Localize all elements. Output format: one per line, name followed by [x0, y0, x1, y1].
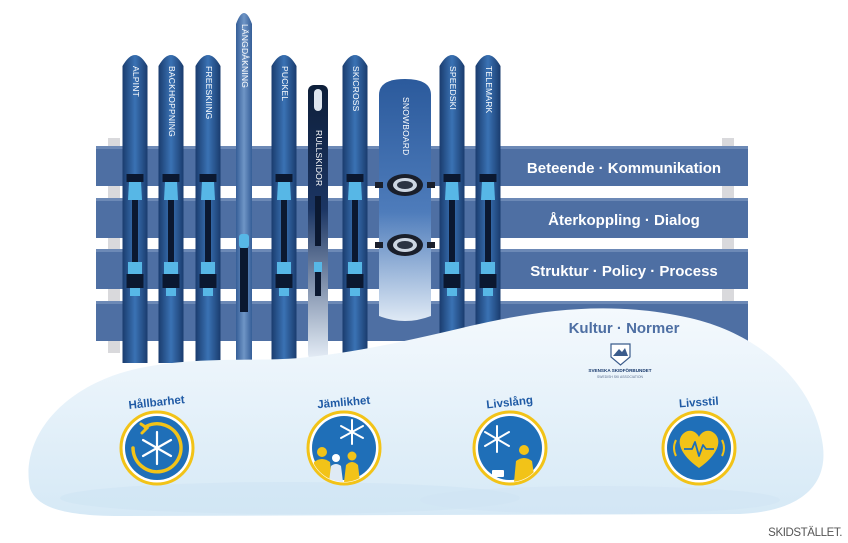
ski-speedski: SPEEDSKI — [439, 55, 465, 365]
ski-label: LÄNGDÅKNING — [240, 24, 250, 88]
brand-wordmark: SKIDSTÄLLET. — [768, 527, 842, 539]
snowboard-binding — [375, 234, 435, 256]
rail-label-beteende: Beteende · Kommunikation — [527, 160, 721, 177]
ski-label: PUCKEL — [280, 66, 290, 101]
ski-puckel: PUCKEL — [271, 55, 297, 368]
snowflake-cycle-icon — [131, 422, 183, 474]
ski-label: SKICROSS — [351, 66, 361, 112]
ski-label: ALPINT — [131, 66, 141, 97]
ski-backhoppning: BACKHOPPNING — [158, 55, 184, 363]
ski-langdakning: LÄNGDÅKNING — [236, 13, 252, 368]
value-livsstil: Livsstil — [661, 396, 737, 486]
value-label-livsstil: Livsstil — [679, 396, 719, 411]
ski-alpint: ALPINT — [122, 55, 148, 363]
ski-label: TELEMARK — [484, 66, 494, 114]
ski-freeskiing: FREESKIING — [195, 55, 221, 363]
rail-label-kultur: Kultur · Normer — [569, 320, 680, 337]
heart-pulse-icon — [673, 430, 725, 468]
fence-post-left — [108, 138, 120, 353]
ski-label: RULLSKIDOR — [314, 130, 324, 186]
ski-rullskidor: RULLSKIDOR — [308, 85, 328, 360]
snowboard-binding — [375, 174, 435, 196]
logo-subtitle: SWEDISH SKI ASSOCIATION — [597, 375, 643, 379]
value-label-livslang: Livslång — [486, 395, 534, 412]
ski-snowboard: SNOWBOARD — [375, 79, 435, 321]
ski-label: SPEEDSKI — [448, 66, 458, 110]
value-livslang: Livslång — [472, 395, 548, 486]
value-hallbarhet: Hållbarhet — [119, 394, 195, 486]
value-label-jamlikhet: Jämlikhet — [317, 395, 371, 412]
fence-post-right — [722, 138, 734, 353]
svenska-skidforbundet-logo: SVENSKA SKIDFÖRBUNDET SWEDISH SKI ASSOCI… — [588, 343, 652, 379]
logo-name: SVENSKA SKIDFÖRBUNDET — [588, 367, 651, 373]
value-jamlikhet: Jämlikhet — [306, 395, 382, 486]
value-label-hallbarhet: Hållbarhet — [128, 394, 185, 412]
ski-label: FREESKIING — [204, 66, 214, 119]
ski-telemark: TELEMARK — [475, 55, 501, 365]
rail-label-aterkoppling: Återkoppling · Dialog — [548, 212, 700, 229]
ski-label: SNOWBOARD — [401, 97, 411, 155]
ski-label: BACKHOPPNING — [167, 66, 177, 137]
ski-rack: ALPINT BACKHOPPNING FREESKIING LÄNGDÅKNING P… — [122, 13, 501, 368]
ski-skicross: SKICROSS — [342, 55, 368, 363]
rail-label-struktur: Struktur · Policy · Process — [530, 263, 718, 280]
